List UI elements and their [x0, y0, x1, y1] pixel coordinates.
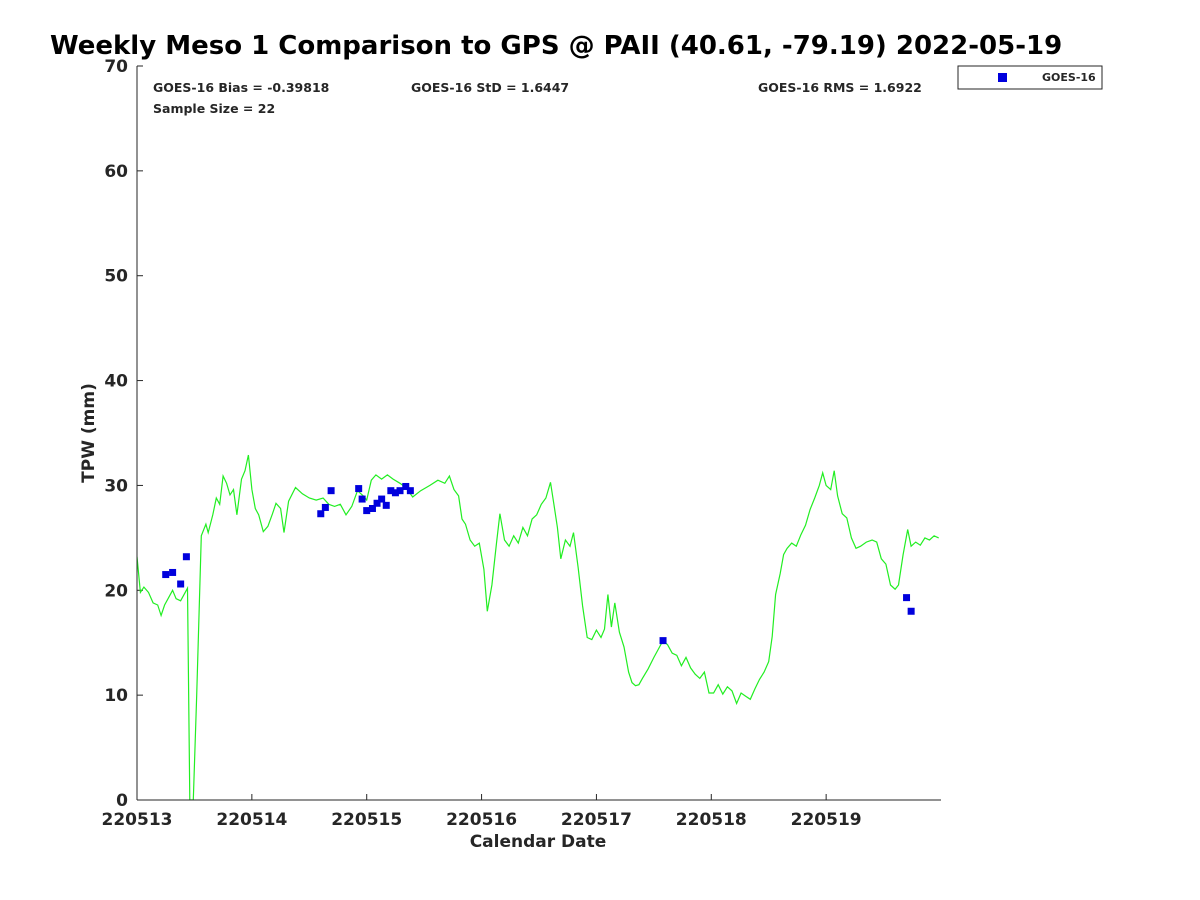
rms-stat: GOES-16 RMS = 1.6922 — [758, 80, 922, 95]
y-tick-label: 0 — [116, 791, 128, 811]
x-tick-label: 220513 — [102, 810, 173, 830]
legend-label: GOES-16 — [1042, 71, 1096, 84]
goes16-point — [169, 568, 177, 576]
x-axis-label: Calendar Date — [470, 832, 607, 852]
goes16-point — [659, 637, 667, 645]
goes16-point — [182, 553, 190, 561]
goes16-point — [382, 501, 390, 509]
legend-marker — [998, 73, 1007, 82]
x-tick-label: 220514 — [216, 810, 287, 830]
x-tick-label: 220518 — [676, 810, 747, 830]
goes16-point — [321, 503, 329, 511]
x-tick-label: 220515 — [331, 810, 402, 830]
y-tick-label: 10 — [104, 686, 128, 706]
legend-box — [957, 65, 1103, 90]
y-tick-label: 70 — [104, 57, 128, 77]
x-tick-label: 220517 — [561, 810, 632, 830]
x-tick-label: 220519 — [791, 810, 862, 830]
goes16-point — [406, 487, 414, 495]
sample-size-stat: Sample Size = 22 — [153, 101, 275, 116]
goes16-point — [378, 495, 386, 503]
chart-title: Weekly Meso 1 Comparison to GPS @ PAII (… — [50, 31, 1062, 61]
goes16-point — [903, 594, 911, 602]
gps-tpw-line — [137, 454, 939, 800]
std-stat: GOES-16 StD = 1.6447 — [411, 80, 569, 95]
goes16-point — [327, 487, 335, 495]
goes16-points — [162, 482, 915, 645]
goes16-point — [391, 489, 399, 497]
x-tick-label: 220516 — [446, 810, 517, 830]
goes16-point — [402, 482, 410, 490]
goes16-point — [363, 507, 371, 515]
goes16-point — [162, 571, 170, 579]
y-tick-label: 20 — [104, 581, 128, 601]
y-tick-label: 50 — [104, 267, 128, 287]
bias-stat: GOES-16 Bias = -0.39818 — [153, 80, 329, 95]
goes16-point — [317, 510, 325, 518]
y-tick-label: 30 — [104, 476, 128, 496]
y-tick-label: 60 — [104, 162, 128, 182]
goes16-point — [373, 499, 381, 507]
y-axis-ticks: 0 10 20 30 40 50 60 70 — [104, 57, 143, 811]
y-tick-label: 40 — [104, 372, 128, 392]
y-axis-label: TPW (mm) — [79, 383, 99, 483]
goes16-point — [396, 487, 404, 495]
goes16-point — [907, 607, 915, 615]
goes16-point — [177, 580, 185, 588]
legend: GOES-16 — [957, 65, 1103, 90]
goes16-point — [355, 485, 363, 493]
goes16-point — [368, 504, 376, 512]
goes16-point — [387, 487, 395, 495]
goes16-point — [358, 495, 366, 503]
x-axis-ticks: 220513 220514 220515 220516 220517 220518 2205… — [102, 794, 862, 830]
